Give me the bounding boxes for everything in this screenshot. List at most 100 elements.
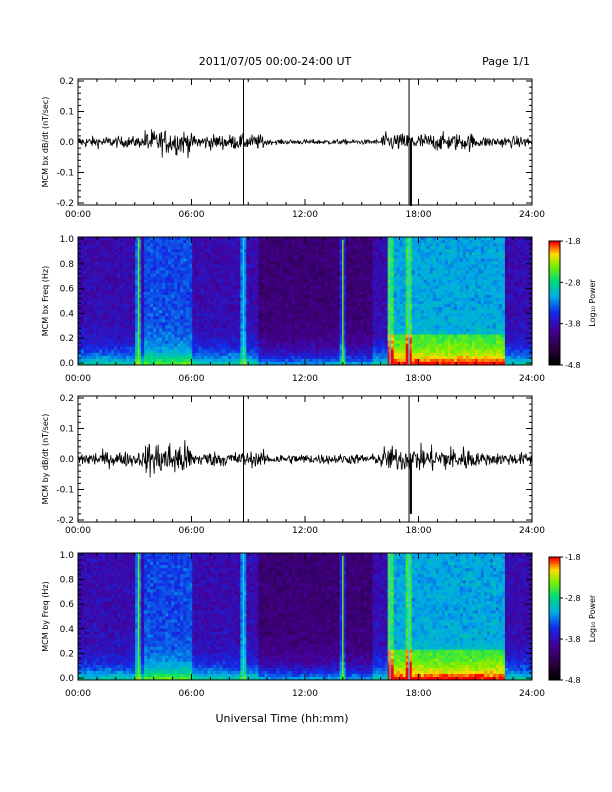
spectrogram-cell <box>315 279 319 284</box>
spectrogram-cell <box>120 337 124 342</box>
spectrogram-cell <box>348 252 353 256</box>
spectrogram-cell <box>231 246 235 250</box>
spectrogram-cell <box>288 328 292 332</box>
spectrogram-cell <box>381 337 386 342</box>
spectrogram-cell <box>144 313 148 317</box>
spectrogram-cell <box>99 319 103 323</box>
spectrogram-cell <box>372 237 377 241</box>
spectrogram-cell <box>201 358 205 363</box>
spectrogram-cell <box>330 310 334 314</box>
spectrogram-cell <box>294 319 298 323</box>
spectrogram-cell <box>252 288 256 293</box>
spectrogram-cell <box>150 319 154 323</box>
spectrogram-cell <box>363 243 368 247</box>
spectrogram-cell <box>96 325 100 329</box>
spectrogram-cell <box>96 301 100 305</box>
spectrogram-cell <box>207 273 211 278</box>
spectrogram-cell <box>420 322 425 326</box>
spectrogram-cell <box>201 288 205 293</box>
spectrogram-cell <box>351 343 356 348</box>
spectrogram-cell <box>138 273 142 278</box>
spectrogram-cell <box>267 319 271 323</box>
spectrogram-cell <box>108 301 112 305</box>
spectrogram-cell <box>78 352 82 357</box>
spectrogram-cell <box>171 349 175 354</box>
spectrogram-cell <box>216 255 220 259</box>
spectrogram-cell <box>216 264 220 268</box>
spectrogram-cell <box>309 276 313 281</box>
spectrogram-cell <box>342 270 346 274</box>
spectrogram-cell <box>366 310 371 314</box>
spectrogram-cell <box>339 273 343 278</box>
spectrogram-cell <box>363 240 368 244</box>
spectrogram-cell <box>291 240 295 244</box>
spectrogram-cell <box>84 276 88 281</box>
spectrogram-cell <box>285 352 289 357</box>
spectrogram-cell <box>276 340 280 345</box>
spectrogram-cell <box>321 297 325 302</box>
spectrogram-cell <box>231 355 235 360</box>
spectrogram-cell <box>369 273 374 278</box>
spectrogram-cell <box>195 304 199 308</box>
spectrogram-cell <box>201 313 205 317</box>
spectrogram-cell <box>99 352 103 357</box>
spectrogram-cell <box>123 307 127 311</box>
spectrogram-cell <box>381 270 386 274</box>
spectrogram-cell <box>420 246 425 250</box>
spectrogram-cell <box>273 255 277 259</box>
spectrogram-cell <box>378 304 383 308</box>
spectrogram-cell <box>96 255 100 259</box>
spectrogram-cell <box>354 246 359 250</box>
spectrogram-cell <box>330 279 334 284</box>
spectrogram-cell <box>156 294 160 299</box>
spectrogram-cell <box>357 361 362 366</box>
spectrogram-cell <box>195 261 199 265</box>
spectrogram-cell <box>402 282 407 287</box>
spectrogram-cell <box>288 273 292 278</box>
spectrogram-cell <box>129 358 133 363</box>
spectrogram-cell <box>255 352 259 357</box>
spectrogram-cell <box>234 297 238 302</box>
spectrogram-cell <box>195 310 199 314</box>
spectrogram-cell <box>129 301 133 305</box>
spectrogram-cell <box>84 282 88 287</box>
spectrogram-cell <box>330 258 334 262</box>
spectrogram-cell <box>204 328 208 332</box>
spectrogram-cell <box>408 343 413 348</box>
spectrogram-cell <box>417 252 422 256</box>
spectrogram-cell <box>201 261 205 265</box>
spectrogram-cell <box>135 349 139 354</box>
spectrogram-cell <box>153 316 157 320</box>
spectrogram-cell <box>267 343 271 348</box>
spectrogram-cell <box>357 301 362 305</box>
spectrogram-cell <box>423 352 428 357</box>
spectrogram-cell <box>201 349 205 354</box>
spectrogram-cell <box>279 294 283 299</box>
spectrogram-cell <box>291 319 295 323</box>
spectrogram-cell <box>144 325 148 329</box>
spectrogram-cell <box>267 322 271 326</box>
spectrogram-cell <box>276 297 280 302</box>
spectrogram-cell <box>333 337 337 342</box>
spectrogram-cell <box>327 258 331 262</box>
spectrogram-cell <box>354 291 359 296</box>
spectrogram-cell <box>192 279 196 284</box>
spectrogram-cell <box>417 264 422 268</box>
spectrogram-cell <box>201 270 205 274</box>
spectrogram-cell <box>246 294 250 299</box>
spectrogram-cell <box>210 240 214 244</box>
spectrogram-cell <box>312 319 316 323</box>
spectrogram-cell <box>87 310 91 314</box>
spectrogram-cell <box>393 304 398 308</box>
spectrogram-cell <box>237 304 241 308</box>
spectrogram-cell <box>417 334 422 338</box>
spectrogram-cell <box>363 322 368 326</box>
spectrogram-cell <box>141 294 145 299</box>
spectrogram-cell <box>102 255 106 259</box>
spectrogram-cell <box>150 276 154 281</box>
spectrogram-cell <box>108 267 112 271</box>
spectrogram-cell <box>420 279 425 284</box>
spectrogram-cell <box>255 319 259 323</box>
spectrogram-cell <box>222 355 226 360</box>
spectrogram-cell <box>231 316 235 320</box>
